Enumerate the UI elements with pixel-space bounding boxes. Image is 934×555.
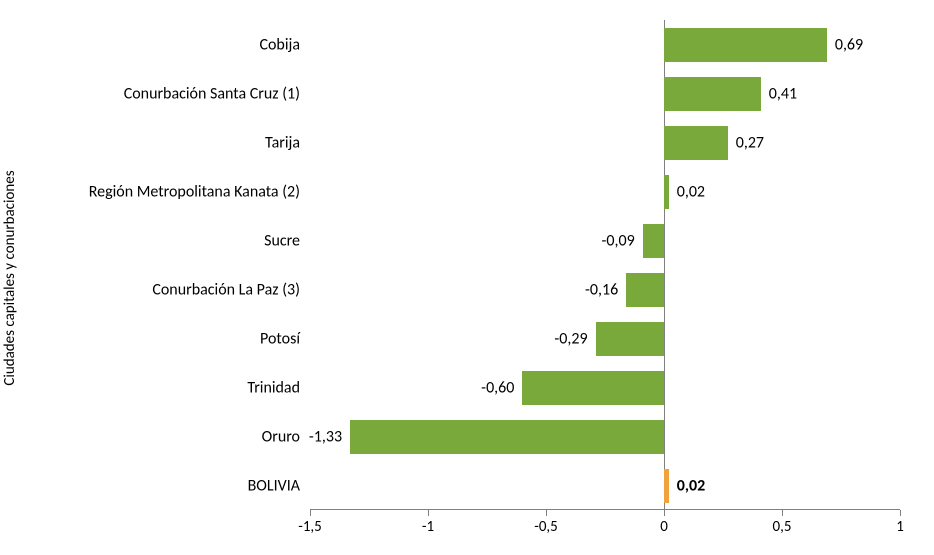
value-label: -0,09 [602,231,635,250]
x-tick-label: 0,5 [773,518,792,536]
table-row: Tarija0,27 [310,118,900,167]
table-row: Oruro-1,33 [310,412,900,461]
x-tick [900,510,901,516]
bar [522,371,664,405]
x-tick-label: -1 [422,518,434,536]
table-row: Potosí-0,29 [310,314,900,363]
value-label: 0,41 [769,84,797,103]
value-label: -0,29 [554,329,587,348]
table-row: Cobija0,69 [310,20,900,69]
table-row: Trinidad-0,60 [310,363,900,412]
category-label: Oruro [20,427,300,446]
y-axis-title: Ciudades capitales y conurbaciones [1,170,19,385]
bar [350,420,664,454]
x-tick [546,510,547,516]
table-row: Región Metropolitana Kanata (2)0,02 [310,167,900,216]
category-label: Sucre [20,231,300,250]
value-label: -0,16 [585,280,618,299]
bar [664,77,761,111]
category-label: Tarija [20,133,300,152]
value-label: 0,27 [736,133,764,152]
bar [664,126,728,160]
value-label: 0,02 [677,182,705,201]
category-label: Región Metropolitana Kanata (2) [20,182,300,201]
value-label: -0,60 [481,378,514,397]
x-tick [310,510,311,516]
bar [664,28,827,62]
category-label: Conurbación Santa Cruz (1) [20,84,300,103]
x-tick-label: -1,5 [298,518,322,536]
value-label: 0,69 [835,35,863,54]
category-label: Potosí [20,329,300,348]
chart-container: Ciudades capitales y conurbaciones Cobij… [0,0,934,555]
category-label: Conurbación La Paz (3) [20,280,300,299]
x-tick-label: 1 [896,518,904,536]
plot-area: Cobija0,69Conurbación Santa Cruz (1)0,41… [310,20,900,510]
x-tick [428,510,429,516]
table-row: Conurbación Santa Cruz (1)0,41 [310,69,900,118]
category-label: Cobija [20,35,300,54]
x-tick [664,510,665,516]
bar [596,322,664,356]
x-tick-label: -0,5 [534,518,558,536]
x-tick [782,510,783,516]
category-label: Trinidad [20,378,300,397]
table-row: BOLIVIA0,02 [310,461,900,510]
bar [664,175,669,209]
table-row: Sucre-0,09 [310,216,900,265]
bar [643,224,664,258]
table-row: Conurbación La Paz (3)-0,16 [310,265,900,314]
bar [664,469,669,503]
value-label: -1,33 [309,427,342,446]
x-axis-ticks: -1,5-1-0,500,51 [310,510,900,540]
x-tick-label: 0 [660,518,668,536]
category-label: BOLIVIA [20,476,300,495]
bar [626,273,664,307]
value-label: 0,02 [677,476,705,495]
